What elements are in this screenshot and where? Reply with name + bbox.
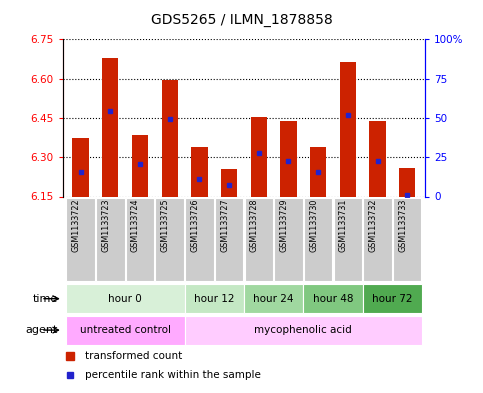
Text: GSM1133726: GSM1133726 — [190, 198, 199, 252]
FancyBboxPatch shape — [393, 198, 422, 281]
Text: GSM1133731: GSM1133731 — [339, 198, 348, 252]
FancyBboxPatch shape — [334, 198, 362, 281]
FancyBboxPatch shape — [185, 284, 244, 313]
FancyBboxPatch shape — [303, 284, 363, 313]
FancyBboxPatch shape — [215, 198, 243, 281]
FancyBboxPatch shape — [66, 198, 95, 281]
FancyBboxPatch shape — [244, 284, 303, 313]
Bar — [72, 138, 89, 196]
Text: GSM1133725: GSM1133725 — [161, 198, 170, 252]
Text: hour 24: hour 24 — [254, 294, 294, 304]
FancyBboxPatch shape — [126, 198, 154, 281]
Text: GSM1133730: GSM1133730 — [309, 198, 318, 252]
Bar — [310, 147, 327, 196]
Bar — [340, 62, 356, 196]
Bar — [280, 121, 297, 196]
Text: GSM1133729: GSM1133729 — [280, 198, 288, 252]
FancyBboxPatch shape — [96, 198, 125, 281]
FancyBboxPatch shape — [363, 198, 392, 281]
Bar — [102, 58, 118, 196]
Bar — [251, 117, 267, 196]
FancyBboxPatch shape — [156, 198, 184, 281]
Bar — [369, 121, 386, 196]
Bar — [191, 147, 208, 196]
Text: GSM1133723: GSM1133723 — [101, 198, 110, 252]
Text: GSM1133733: GSM1133733 — [398, 198, 407, 252]
FancyBboxPatch shape — [274, 198, 303, 281]
FancyBboxPatch shape — [244, 198, 273, 281]
Text: mycophenolic acid: mycophenolic acid — [255, 325, 352, 335]
FancyBboxPatch shape — [66, 284, 185, 313]
FancyBboxPatch shape — [304, 198, 332, 281]
Text: GSM1133724: GSM1133724 — [131, 198, 140, 252]
Text: untreated control: untreated control — [80, 325, 170, 335]
FancyBboxPatch shape — [185, 198, 213, 281]
Bar — [221, 169, 237, 196]
Bar — [132, 135, 148, 196]
Text: percentile rank within the sample: percentile rank within the sample — [85, 370, 260, 380]
Text: transformed count: transformed count — [85, 351, 182, 361]
Text: GSM1133722: GSM1133722 — [71, 198, 81, 252]
Text: agent: agent — [26, 325, 58, 335]
FancyBboxPatch shape — [363, 284, 422, 313]
Text: hour 48: hour 48 — [313, 294, 353, 304]
Text: hour 12: hour 12 — [194, 294, 234, 304]
Text: hour 72: hour 72 — [372, 294, 412, 304]
Text: GSM1133727: GSM1133727 — [220, 198, 229, 252]
FancyBboxPatch shape — [185, 316, 422, 345]
Text: GSM1133732: GSM1133732 — [369, 198, 378, 252]
Bar — [399, 168, 415, 196]
Text: GDS5265 / ILMN_1878858: GDS5265 / ILMN_1878858 — [151, 13, 332, 27]
Text: GSM1133728: GSM1133728 — [250, 198, 259, 252]
Text: time: time — [33, 294, 58, 304]
FancyBboxPatch shape — [66, 316, 185, 345]
Bar — [161, 80, 178, 196]
Text: hour 0: hour 0 — [108, 294, 142, 304]
